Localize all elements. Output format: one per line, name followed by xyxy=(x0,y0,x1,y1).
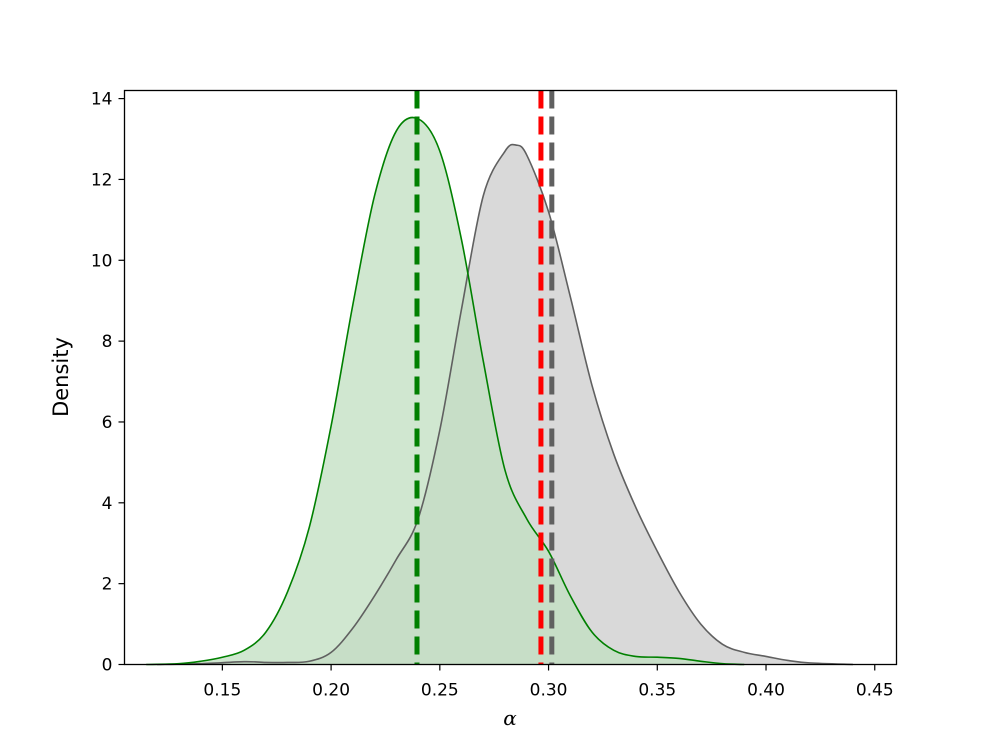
plot-frame xyxy=(123,89,898,666)
x-axis: 0.15 0.20 0.25 0.30 0.35 0.40 0.45 xyxy=(203,664,894,701)
x-tick-label: 0.15 xyxy=(203,681,241,701)
y-tick-label: 12 xyxy=(91,170,113,190)
reference-lines xyxy=(414,90,555,665)
density-curves xyxy=(146,116,854,666)
y-tick-label: 8 xyxy=(102,332,113,352)
x-tick-label: 0.20 xyxy=(312,681,350,701)
y-tick-label: 4 xyxy=(102,494,113,514)
y-tick-label: 2 xyxy=(102,575,113,595)
x-tick-label: 0.30 xyxy=(530,681,568,701)
y-tick-label: 14 xyxy=(91,90,113,110)
density-line-1 xyxy=(157,143,854,666)
x-tick-label: 0.40 xyxy=(747,681,785,701)
x-tick-label: 0.45 xyxy=(856,681,894,701)
x-tick-label: 0.25 xyxy=(421,681,459,701)
y-axis-label: Density xyxy=(49,337,73,417)
y-tick-label: 10 xyxy=(91,251,113,271)
x-axis-label: α xyxy=(503,706,517,730)
density-line-0 xyxy=(146,116,745,666)
density-fill-0 xyxy=(146,117,745,665)
x-tick-label: 0.35 xyxy=(638,681,676,701)
y-tick-label: 6 xyxy=(102,413,113,433)
density-fill-1 xyxy=(157,144,854,665)
y-tick-label: 0 xyxy=(102,656,113,676)
y-axis: 0 2 4 6 8 10 12 14 xyxy=(91,90,125,676)
